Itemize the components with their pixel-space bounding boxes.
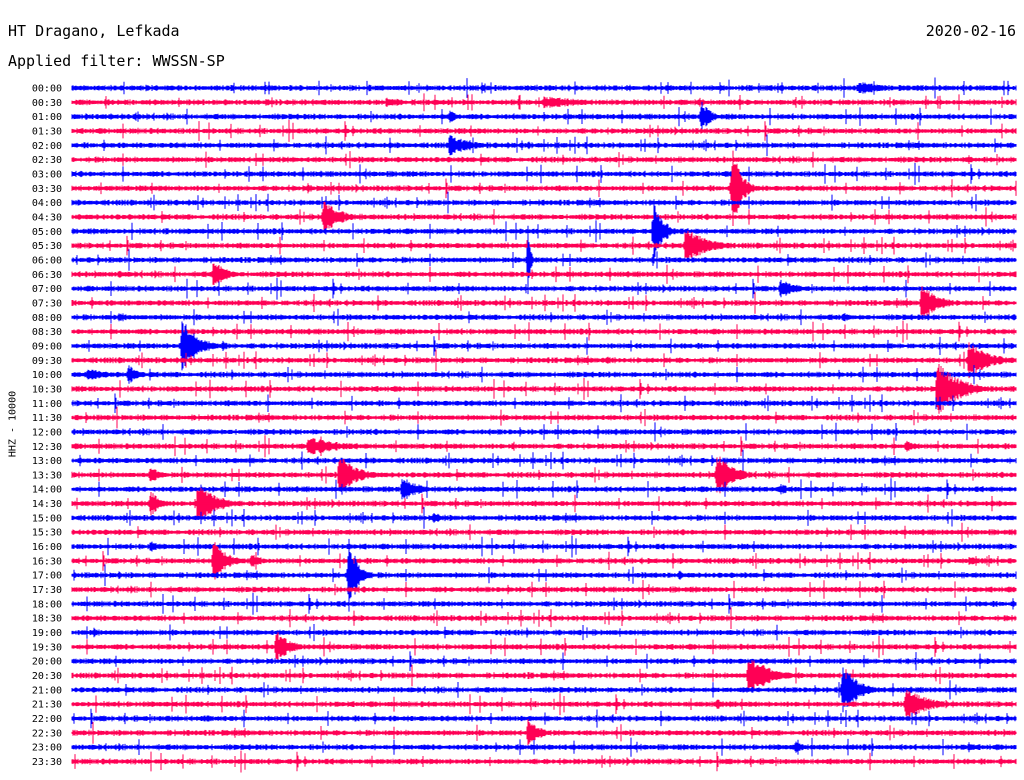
filter-label: Applied filter: WWSSN-SP: [8, 52, 225, 70]
time-label-1300: 13:00: [32, 456, 62, 467]
time-label-0830: 08:30: [32, 327, 62, 338]
time-label-1530: 15:30: [32, 528, 62, 539]
time-label-0000: 00:00: [32, 84, 62, 95]
time-label-0930: 09:30: [32, 356, 62, 367]
time-label-0200: 02:00: [32, 141, 62, 152]
time-label-2330: 23:30: [32, 757, 62, 768]
time-label-1430: 14:30: [32, 499, 62, 510]
time-label-1130: 11:30: [32, 413, 62, 424]
time-label-2230: 22:30: [32, 728, 62, 739]
time-label-0300: 03:00: [32, 169, 62, 180]
time-label-1900: 19:00: [32, 628, 62, 639]
time-label-1230: 12:30: [32, 442, 62, 453]
time-label-1730: 17:30: [32, 585, 62, 596]
time-label-0600: 06:00: [32, 255, 62, 266]
time-label-2100: 21:00: [32, 685, 62, 696]
time-label-0100: 01:00: [32, 112, 62, 123]
time-label-0530: 05:30: [32, 241, 62, 252]
time-label-0430: 04:30: [32, 212, 62, 223]
time-label-2030: 20:30: [32, 671, 62, 682]
time-label-1600: 16:00: [32, 542, 62, 553]
time-label-1500: 15:00: [32, 513, 62, 524]
time-label-1400: 14:00: [32, 485, 62, 496]
time-label-1030: 10:30: [32, 384, 62, 395]
time-label-1330: 13:30: [32, 470, 62, 481]
time-label-1800: 18:00: [32, 599, 62, 610]
time-label-0900: 09:00: [32, 341, 62, 352]
time-label-1630: 16:30: [32, 556, 62, 567]
time-label-0730: 07:30: [32, 298, 62, 309]
time-label-2130: 21:30: [32, 700, 62, 711]
record-date: 2020-02-16: [925, 22, 1016, 40]
time-label-0030: 00:30: [32, 98, 62, 109]
time-label-1700: 17:00: [32, 571, 62, 582]
time-label-0630: 06:30: [32, 270, 62, 281]
station-title: HT Dragano, Lefkada: [8, 22, 180, 40]
time-label-1100: 11:00: [32, 399, 62, 410]
time-label-2200: 22:00: [32, 714, 62, 725]
time-label-0130: 01:30: [32, 126, 62, 137]
time-label-2300: 23:00: [32, 743, 62, 754]
time-label-0330: 03:30: [32, 184, 62, 195]
time-label-0400: 04:00: [32, 198, 62, 209]
trace-rows: 00:00 00:30 01:00 01:30 02:00 02:30 03:00 03:30…: [32, 77, 1017, 773]
time-label-0700: 07:00: [32, 284, 62, 295]
time-label-0800: 08:00: [32, 313, 62, 324]
time-label-0500: 05:00: [32, 227, 62, 238]
time-label-1930: 19:30: [32, 642, 62, 653]
time-label-1000: 10:00: [32, 370, 62, 381]
time-label-1200: 12:00: [32, 427, 62, 438]
time-label-1830: 18:30: [32, 614, 62, 625]
time-label-0230: 02:30: [32, 155, 62, 166]
time-label-2000: 20:00: [32, 657, 62, 668]
